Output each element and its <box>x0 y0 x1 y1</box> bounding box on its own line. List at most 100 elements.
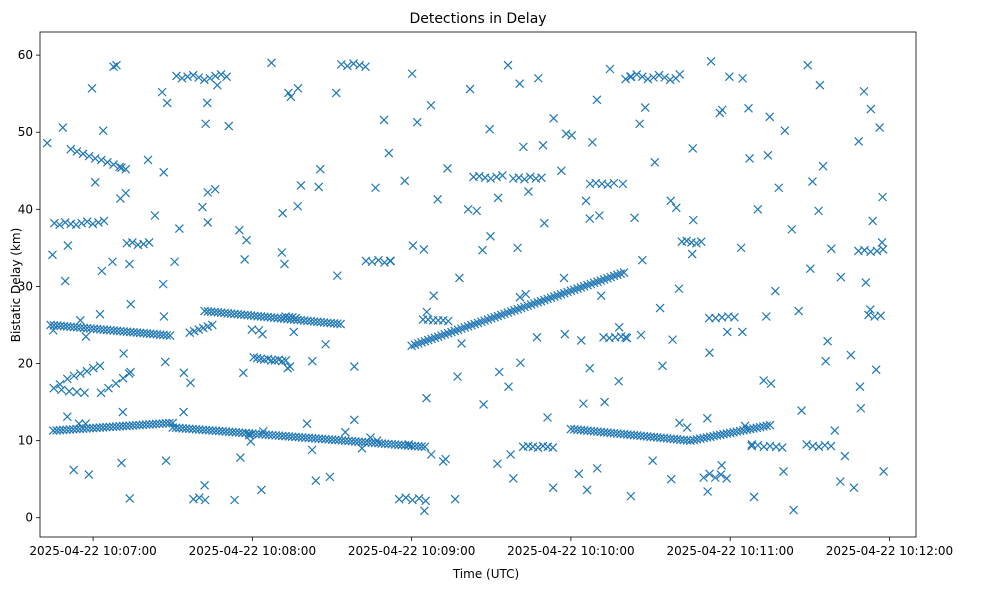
data-point <box>736 243 746 253</box>
data-point <box>433 194 443 204</box>
data-point <box>48 325 58 335</box>
data-point <box>414 494 424 503</box>
data-point <box>492 459 502 469</box>
data-point <box>643 74 653 84</box>
data-point <box>66 144 76 154</box>
data-point <box>93 218 103 227</box>
data-point <box>72 387 82 397</box>
data-point <box>118 407 128 417</box>
data-point <box>671 203 681 213</box>
track-marker <box>105 422 115 432</box>
data-point <box>717 460 727 470</box>
track-marker <box>619 268 629 277</box>
track-marker <box>91 423 101 433</box>
data-point <box>587 137 597 147</box>
data-point <box>533 443 543 452</box>
track-marker <box>115 421 125 431</box>
track-marker <box>65 425 75 434</box>
data-point <box>325 472 335 482</box>
track-marker <box>420 442 430 452</box>
x-tick-label: 2025-04-22 10:07:00 <box>29 544 156 558</box>
data-point <box>42 138 52 148</box>
data-point <box>199 75 209 85</box>
data-point <box>561 129 571 139</box>
track-marker <box>161 418 171 428</box>
track-marker <box>135 420 144 430</box>
track-marker <box>529 299 539 308</box>
data-point <box>150 211 160 220</box>
data-point <box>682 423 692 432</box>
data-point <box>321 339 331 349</box>
data-point <box>384 148 394 158</box>
track-marker <box>563 287 573 297</box>
track-marker <box>55 425 65 435</box>
track-marker <box>606 272 616 282</box>
data-point <box>745 154 754 163</box>
track-marker <box>463 321 473 331</box>
track-marker <box>417 337 427 347</box>
data-point <box>88 219 98 229</box>
data-point <box>371 183 380 193</box>
track-marker <box>546 293 556 303</box>
data-point <box>479 399 488 409</box>
data-point <box>249 352 259 362</box>
data-point <box>497 170 507 180</box>
data-point <box>64 386 74 396</box>
data-point <box>286 92 296 102</box>
data-point <box>524 187 533 197</box>
data-point <box>549 113 559 123</box>
data-point <box>158 279 168 289</box>
track-marker <box>516 303 526 313</box>
data-point <box>766 379 776 388</box>
data-point <box>655 303 665 313</box>
y-tick-label: 0 <box>25 511 33 525</box>
data-point <box>75 369 85 378</box>
track-marker <box>583 280 592 290</box>
track-marker <box>490 312 500 322</box>
data-point <box>96 155 106 165</box>
data-point <box>340 427 350 437</box>
data-point <box>704 313 714 323</box>
data-point <box>69 465 79 475</box>
track-marker <box>765 420 775 430</box>
data-point <box>875 123 885 133</box>
data-point <box>594 211 604 220</box>
data-point <box>267 58 276 68</box>
data-point <box>246 436 256 446</box>
data-point <box>614 376 624 386</box>
data-point <box>472 206 482 216</box>
data-point <box>859 86 869 96</box>
data-point <box>814 206 824 216</box>
data-point <box>426 100 436 110</box>
data-point <box>307 356 317 366</box>
track-marker <box>440 329 450 339</box>
data-point <box>315 164 325 174</box>
data-point <box>478 245 487 255</box>
data-point <box>143 155 153 165</box>
data-point <box>635 119 645 129</box>
track-marker <box>453 325 463 335</box>
data-point <box>722 473 732 483</box>
y-axis-label: Bistatic Delay (km) <box>9 228 23 343</box>
data-point <box>861 278 871 287</box>
data-point <box>55 220 65 230</box>
data-point <box>454 273 464 283</box>
data-point <box>640 103 650 112</box>
data-point <box>592 95 602 105</box>
data-point <box>671 73 681 83</box>
data-point <box>159 312 169 321</box>
data-point <box>463 204 473 214</box>
data-point <box>543 413 552 422</box>
data-point <box>111 379 121 388</box>
data-point <box>127 238 137 247</box>
data-point <box>846 350 856 360</box>
track-marker <box>520 302 529 312</box>
track-marker <box>573 284 582 293</box>
data-point <box>179 407 189 417</box>
data-point <box>342 61 352 71</box>
data-point <box>665 75 675 85</box>
data-point <box>256 485 266 495</box>
track-marker <box>88 423 98 433</box>
data-point <box>666 474 676 484</box>
